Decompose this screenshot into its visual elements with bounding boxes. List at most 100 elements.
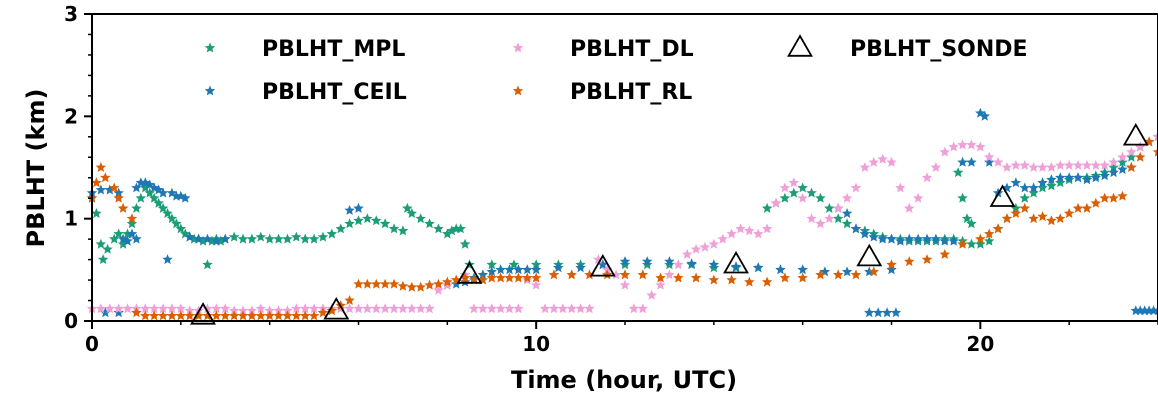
data-point bbox=[619, 279, 631, 290]
data-point bbox=[1019, 192, 1030, 203]
data-point bbox=[1108, 156, 1119, 167]
data-point bbox=[117, 238, 129, 249]
data-point bbox=[308, 233, 320, 244]
data-point bbox=[202, 303, 213, 314]
data-point bbox=[246, 310, 258, 321]
data-point bbox=[841, 208, 853, 218]
data-point bbox=[895, 182, 906, 193]
data-point bbox=[850, 182, 862, 193]
data-point bbox=[162, 254, 173, 264]
data-point bbox=[379, 303, 391, 314]
data-point bbox=[957, 192, 968, 203]
data-point bbox=[95, 162, 107, 172]
data-point bbox=[190, 302, 216, 325]
data-point bbox=[575, 262, 586, 273]
data-point bbox=[157, 187, 169, 198]
x-axis-label: Time (hour, UTC) bbox=[511, 366, 737, 394]
data-point bbox=[1117, 164, 1128, 174]
data-point bbox=[406, 281, 417, 292]
data-point bbox=[424, 279, 435, 290]
data-point bbox=[162, 208, 173, 218]
data-point bbox=[406, 208, 417, 218]
data-point bbox=[95, 184, 107, 195]
data-point bbox=[602, 264, 613, 275]
legend-entry: PBLHT_MPL bbox=[204, 37, 405, 62]
data-point bbox=[1028, 162, 1039, 172]
data-point bbox=[291, 303, 302, 314]
data-point bbox=[699, 241, 711, 252]
data-point bbox=[1037, 182, 1048, 193]
data-point bbox=[113, 192, 124, 203]
data-point bbox=[451, 278, 462, 289]
data-point bbox=[113, 187, 124, 198]
data-point bbox=[912, 233, 924, 244]
data-point bbox=[690, 243, 702, 254]
data-point bbox=[779, 192, 791, 203]
data-point bbox=[166, 303, 178, 314]
data-point bbox=[109, 182, 120, 193]
data-point bbox=[886, 233, 897, 244]
series-pblht-sonde bbox=[190, 122, 1149, 325]
data-point bbox=[442, 228, 453, 239]
data-point bbox=[291, 310, 302, 321]
data-point bbox=[456, 261, 483, 284]
data-point bbox=[184, 231, 195, 242]
data-point bbox=[975, 141, 986, 152]
data-point bbox=[539, 303, 551, 314]
legend-entry: PBLHT_DL bbox=[512, 37, 694, 62]
data-point bbox=[1072, 202, 1084, 213]
data-point bbox=[122, 235, 133, 246]
data-point bbox=[708, 238, 720, 249]
data-point bbox=[779, 182, 791, 193]
data-point bbox=[904, 202, 915, 213]
data-point bbox=[788, 187, 799, 198]
data-point bbox=[686, 258, 697, 269]
data-point bbox=[1152, 131, 1158, 142]
data-point bbox=[1108, 167, 1119, 178]
data-point bbox=[930, 233, 942, 244]
data-point bbox=[735, 223, 746, 234]
data-point bbox=[415, 303, 426, 314]
data-point bbox=[126, 213, 138, 224]
data-point bbox=[1135, 141, 1146, 152]
data-point bbox=[948, 141, 959, 152]
data-point bbox=[1046, 215, 1057, 226]
data-point bbox=[984, 228, 995, 239]
data-point bbox=[708, 259, 720, 270]
data-point bbox=[886, 259, 897, 270]
data-point bbox=[984, 156, 995, 167]
data-point bbox=[890, 307, 902, 318]
data-point bbox=[353, 215, 364, 226]
data-point bbox=[1019, 202, 1030, 213]
data-point bbox=[379, 278, 391, 289]
data-point bbox=[237, 305, 249, 316]
legend-marker bbox=[204, 85, 216, 96]
data-point bbox=[557, 303, 568, 314]
data-point bbox=[255, 310, 266, 321]
data-point bbox=[126, 228, 138, 239]
data-point bbox=[1046, 180, 1057, 191]
data-point bbox=[379, 218, 391, 229]
data-point bbox=[273, 233, 284, 244]
data-point bbox=[797, 192, 808, 203]
data-point bbox=[264, 305, 275, 316]
data-point bbox=[282, 310, 293, 321]
data-point bbox=[530, 259, 542, 270]
data-point bbox=[1028, 187, 1039, 198]
data-point bbox=[149, 182, 160, 193]
data-point bbox=[246, 305, 258, 316]
data-point bbox=[597, 259, 608, 270]
data-point bbox=[326, 228, 338, 239]
data-point bbox=[344, 205, 355, 215]
data-point bbox=[530, 264, 542, 275]
data-point bbox=[1010, 202, 1022, 213]
data-point bbox=[371, 303, 382, 314]
data-point bbox=[104, 184, 115, 195]
data-point bbox=[1152, 305, 1158, 316]
data-point bbox=[966, 238, 977, 249]
data-point bbox=[619, 259, 631, 270]
legend-entry: PBLHT_CEIL bbox=[204, 80, 407, 105]
data-point bbox=[323, 296, 350, 320]
data-points bbox=[86, 107, 1158, 325]
data-point bbox=[797, 182, 808, 193]
